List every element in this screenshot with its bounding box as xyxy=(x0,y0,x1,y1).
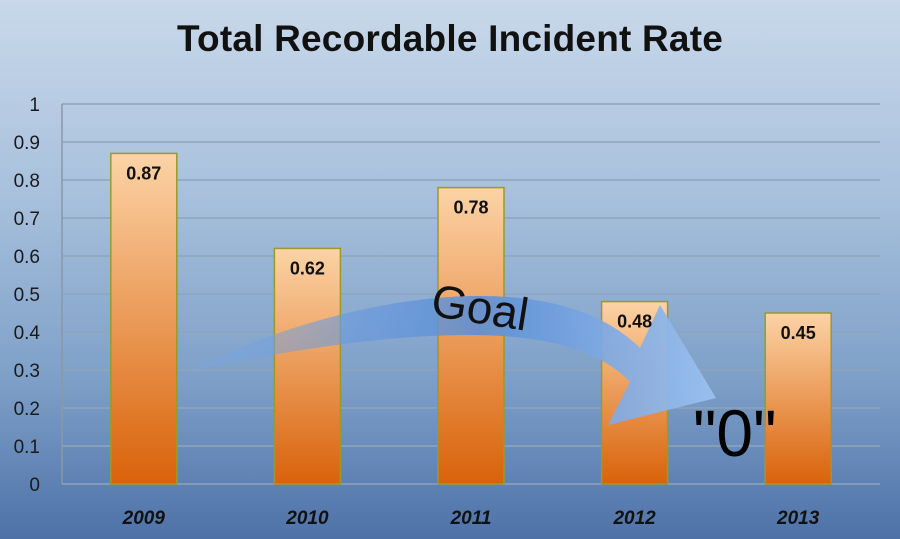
y-axis: 0 0.1 0.2 0.3 0.4 0.5 0.6 0.7 0.8 0.9 1 xyxy=(14,95,63,496)
x-tick-label: 2012 xyxy=(612,508,656,529)
x-axis: 2009 2010 2011 2012 2013 xyxy=(122,508,820,529)
data-label-2012: 0.48 xyxy=(617,312,652,332)
bar-2009 xyxy=(110,152,178,485)
chart-title: Total Recordable Incident Rate xyxy=(176,18,724,59)
y-tick-label: 1 xyxy=(29,95,40,116)
y-tick-label: 0.2 xyxy=(14,399,40,420)
zero-target-annotation: "0" xyxy=(693,396,777,470)
y-tick-label: 0.8 xyxy=(14,171,40,192)
y-tick-label: 0.7 xyxy=(14,209,40,230)
bar-2011 xyxy=(437,186,505,485)
data-label-2011: 0.78 xyxy=(453,198,488,218)
y-tick-label: 0.5 xyxy=(14,285,40,306)
data-label-2009: 0.87 xyxy=(126,163,161,183)
y-tick-label: 0.3 xyxy=(14,361,40,382)
y-tick-label: 0.9 xyxy=(14,133,40,154)
bar-2013 xyxy=(764,312,832,485)
bar-2010 xyxy=(273,247,342,485)
x-tick-label: 2011 xyxy=(450,508,492,529)
y-tick-label: 0 xyxy=(29,475,40,496)
x-tick-label: 2009 xyxy=(122,508,166,529)
data-label-2010: 0.62 xyxy=(290,258,325,278)
data-labels: 0.87 0.62 0.78 0.48 0.45 xyxy=(126,163,815,343)
y-tick-label: 0.6 xyxy=(14,247,40,268)
x-tick-label: 2013 xyxy=(776,508,820,529)
data-label-2013: 0.45 xyxy=(781,323,816,343)
y-tick-label: 0.1 xyxy=(14,437,40,458)
goal-arrow-shape xyxy=(190,296,716,425)
x-tick-label: 2010 xyxy=(285,508,329,529)
y-tick-label: 0.4 xyxy=(14,323,41,344)
